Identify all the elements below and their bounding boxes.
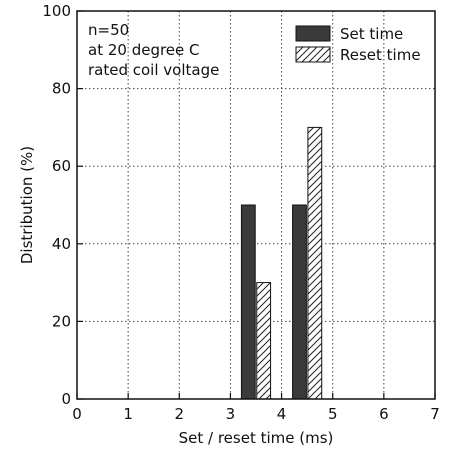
y-tick-label: 60 bbox=[52, 157, 71, 175]
axis-ticks: 0 1 2 3 4 5 6 7 0 20 40 60 80 100 bbox=[42, 2, 439, 423]
x-tick-label: 4 bbox=[277, 405, 287, 423]
bar-set-time bbox=[292, 204, 307, 400]
legend-label-reset-time: Reset time bbox=[340, 46, 421, 64]
bar-set-time bbox=[240, 204, 256, 400]
annotation-line-voltage: rated coil voltage bbox=[88, 61, 219, 79]
x-tick-label: 3 bbox=[226, 405, 236, 423]
legend: Set time Reset time bbox=[295, 25, 421, 64]
annotation-line-sample-size: n=50 bbox=[88, 21, 129, 39]
y-axis-label: Distribution (%) bbox=[18, 146, 36, 264]
x-tick-label: 7 bbox=[430, 405, 440, 423]
x-axis-label: Set / reset time (ms) bbox=[179, 429, 334, 447]
y-tick-label: 0 bbox=[61, 390, 71, 408]
x-tick-label: 5 bbox=[328, 405, 338, 423]
x-tick-label: 2 bbox=[175, 405, 185, 423]
legend-label-set-time: Set time bbox=[340, 25, 403, 43]
bar-reset-time bbox=[307, 126, 323, 400]
y-tick-label: 100 bbox=[42, 2, 71, 20]
y-tick-label: 80 bbox=[52, 80, 71, 98]
y-tick-label: 40 bbox=[52, 235, 71, 253]
y-tick-label: 20 bbox=[52, 312, 71, 330]
legend-swatch-reset-time bbox=[295, 46, 331, 63]
annotation-line-temperature: at 20 degree C bbox=[88, 41, 200, 59]
x-tick-label: 6 bbox=[379, 405, 389, 423]
x-tick-label: 1 bbox=[123, 405, 133, 423]
plot-frame bbox=[76, 10, 436, 400]
x-tick-label: 0 bbox=[72, 405, 82, 423]
bar-reset-time bbox=[256, 282, 272, 400]
legend-swatch-set-time bbox=[295, 25, 331, 42]
grid-lines bbox=[77, 11, 435, 399]
